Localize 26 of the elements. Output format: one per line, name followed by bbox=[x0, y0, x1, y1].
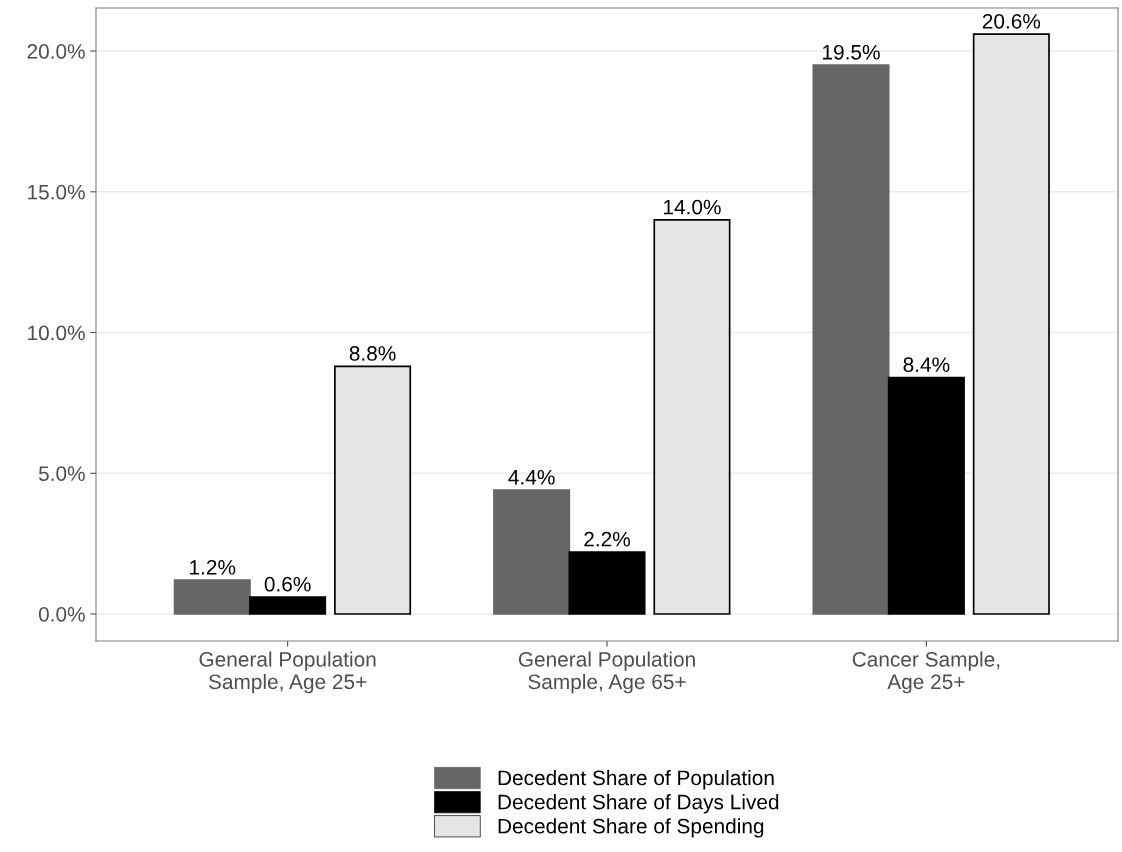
x-tick-label: General Population Sample, Age 65+ bbox=[518, 651, 695, 694]
y-tick-label: 15.0% bbox=[28, 184, 85, 200]
legend-label: Decedent Share of Days Lived bbox=[498, 794, 779, 814]
data-label: 19.5% bbox=[823, 44, 880, 60]
bar bbox=[249, 596, 327, 615]
y-tick-label: 5.0% bbox=[38, 466, 85, 481]
data-label: 4.4% bbox=[508, 469, 555, 485]
x-tick-label: Cancer Sample, Age 25+ bbox=[852, 651, 1000, 694]
y-tick-label: 10.0% bbox=[28, 325, 85, 341]
data-label: 1.2% bbox=[190, 559, 236, 575]
data-label: 0.6% bbox=[264, 576, 311, 592]
bar bbox=[812, 64, 890, 615]
x-tick-label: General Population Sample, Age 25+ bbox=[199, 651, 376, 694]
bar bbox=[173, 579, 251, 615]
data-label: 8.4% bbox=[903, 357, 950, 373]
y-tick-label: 20.0% bbox=[27, 44, 85, 59]
data-label: 20.6% bbox=[982, 13, 1041, 29]
bar bbox=[568, 551, 646, 615]
legend-label: Decedent Share of Population bbox=[498, 769, 774, 790]
data-label: 8.8% bbox=[349, 346, 396, 361]
bar bbox=[493, 489, 571, 615]
data-label: 2.2% bbox=[584, 531, 630, 547]
data-label: 14.0% bbox=[664, 199, 721, 215]
y-tick-label: 0.0% bbox=[38, 606, 85, 622]
bar bbox=[887, 376, 965, 615]
legend-label: Decedent Share of Spending bbox=[498, 818, 764, 838]
